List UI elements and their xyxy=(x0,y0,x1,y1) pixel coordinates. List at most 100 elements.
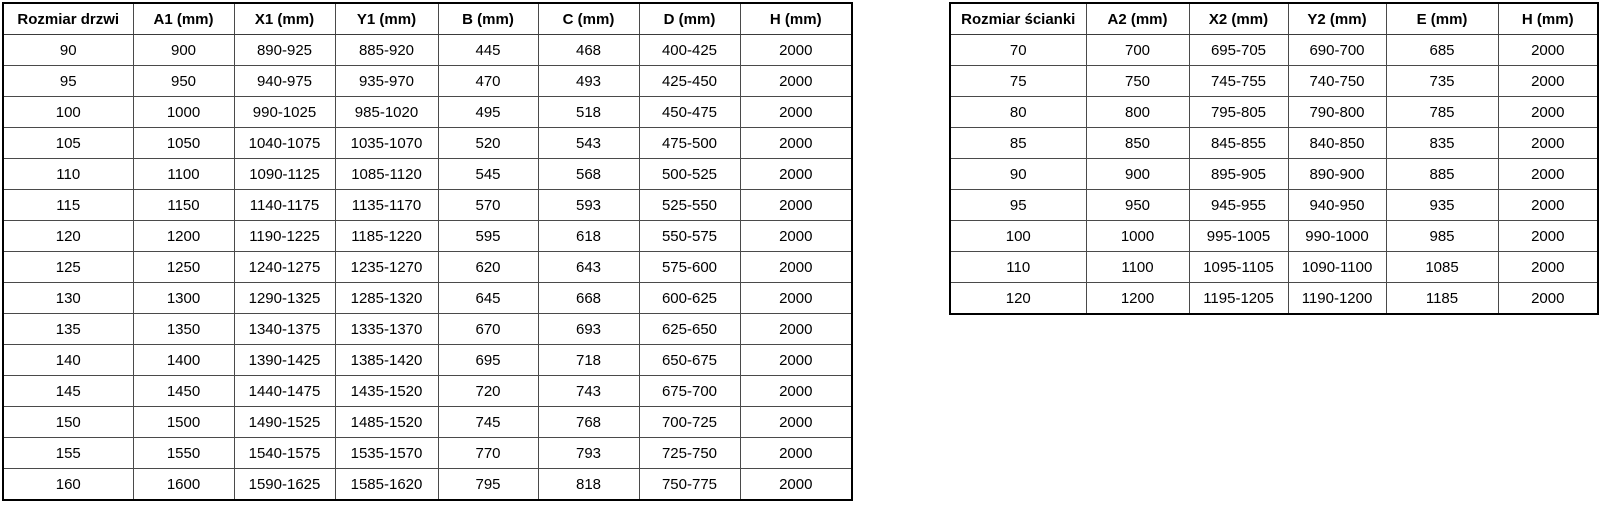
cell: 125 xyxy=(2,251,134,283)
cell: 990-1000 xyxy=(1287,220,1387,252)
table-row: 155 1550 1540-1575 1535-1570 770 793 725-750 20… xyxy=(2,437,853,469)
cell: 793 xyxy=(537,437,640,469)
cell: 945-955 xyxy=(1188,189,1289,221)
cell: 70 xyxy=(949,34,1087,66)
cell: 120 xyxy=(949,282,1087,315)
cell: 1100 xyxy=(132,158,235,190)
header-row: Rozmiar drzwi A1 (mm) X1 (mm) Y1 (mm) B (mm)… xyxy=(2,2,853,35)
cell: 135 xyxy=(2,313,134,345)
cell: 743 xyxy=(537,375,640,407)
cell: 670 xyxy=(437,313,539,345)
cell: 750-775 xyxy=(638,468,741,501)
cell: 1050 xyxy=(132,127,235,159)
cell: 1400 xyxy=(132,344,235,376)
cell: 850 xyxy=(1085,127,1190,159)
table-row: 95 950 940-975 935-970 470 493 425-450 2000 xyxy=(2,65,853,97)
cell: 1490-1525 xyxy=(233,406,336,438)
cell: 1435-1520 xyxy=(334,375,439,407)
cell: 470 xyxy=(437,65,539,97)
table-row: 95 950 945-955 940-950 935 2000 xyxy=(949,189,1599,221)
cell: 2000 xyxy=(739,189,853,221)
column-header: H (mm) xyxy=(739,2,853,35)
cell: 155 xyxy=(2,437,134,469)
cell: 520 xyxy=(437,127,539,159)
table-row: 145 1450 1440-1475 1435-1520 720 743 675-700 20… xyxy=(2,375,853,407)
cell: 720 xyxy=(437,375,539,407)
cell: 718 xyxy=(537,344,640,376)
cell: 1185 xyxy=(1385,282,1499,315)
cell: 645 xyxy=(437,282,539,314)
cell: 620 xyxy=(437,251,539,283)
cell: 2000 xyxy=(739,406,853,438)
cell: 1290-1325 xyxy=(233,282,336,314)
cell: 695-705 xyxy=(1188,34,1289,66)
cell: 795 xyxy=(437,468,539,501)
cell: 1195-1205 xyxy=(1188,282,1289,315)
cell: 1190-1225 xyxy=(233,220,336,252)
cell: 885-920 xyxy=(334,34,439,66)
cell: 568 xyxy=(537,158,640,190)
cell: 2000 xyxy=(739,127,853,159)
cell: 570 xyxy=(437,189,539,221)
cell: 115 xyxy=(2,189,134,221)
cell: 1585-1620 xyxy=(334,468,439,501)
column-header: Rozmiar ścianki xyxy=(949,2,1087,35)
table-row: 110 1100 1090-1125 1085-1120 545 568 500-525 20… xyxy=(2,158,853,190)
cell: 150 xyxy=(2,406,134,438)
cell: 1135-1170 xyxy=(334,189,439,221)
cell: 795-805 xyxy=(1188,96,1289,128)
cell: 1200 xyxy=(132,220,235,252)
cell: 1450 xyxy=(132,375,235,407)
cell: 450-475 xyxy=(638,96,741,128)
cell: 650-675 xyxy=(638,344,741,376)
cell: 1150 xyxy=(132,189,235,221)
cell: 1090-1125 xyxy=(233,158,336,190)
cell: 140 xyxy=(2,344,134,376)
cell: 1485-1520 xyxy=(334,406,439,438)
column-header: Y2 (mm) xyxy=(1287,2,1387,35)
cell: 2000 xyxy=(1497,96,1599,128)
column-header: H (mm) xyxy=(1497,2,1599,35)
cell: 885 xyxy=(1385,158,1499,190)
cell: 1000 xyxy=(1085,220,1190,252)
cell: 1350 xyxy=(132,313,235,345)
cell: 950 xyxy=(1085,189,1190,221)
cell: 668 xyxy=(537,282,640,314)
cell: 1285-1320 xyxy=(334,282,439,314)
table-row: 120 1200 1190-1225 1185-1220 595 618 550-575 20… xyxy=(2,220,853,252)
cell: 835 xyxy=(1385,127,1499,159)
cell: 1085-1120 xyxy=(334,158,439,190)
cell: 1035-1070 xyxy=(334,127,439,159)
cell: 750 xyxy=(1085,65,1190,97)
cell: 105 xyxy=(2,127,134,159)
cell: 1090-1100 xyxy=(1287,251,1387,283)
table-row: 120 1200 1195-1205 1190-1200 1185 2000 xyxy=(949,282,1599,315)
cell: 400-425 xyxy=(638,34,741,66)
cell: 85 xyxy=(949,127,1087,159)
cell: 725-750 xyxy=(638,437,741,469)
cell: 625-650 xyxy=(638,313,741,345)
cell: 2000 xyxy=(739,96,853,128)
cell: 1235-1270 xyxy=(334,251,439,283)
column-header: C (mm) xyxy=(537,2,640,35)
cell: 700 xyxy=(1085,34,1190,66)
cell: 693 xyxy=(537,313,640,345)
cell: 690-700 xyxy=(1287,34,1387,66)
cell: 2000 xyxy=(739,34,853,66)
cell: 785 xyxy=(1385,96,1499,128)
header-row: Rozmiar ścianki A2 (mm) X2 (mm) Y2 (mm) E (m… xyxy=(949,2,1599,35)
cell: 1440-1475 xyxy=(233,375,336,407)
cell: 1190-1200 xyxy=(1287,282,1387,315)
cell: 900 xyxy=(132,34,235,66)
cell: 80 xyxy=(949,96,1087,128)
cell: 525-550 xyxy=(638,189,741,221)
cell: 900 xyxy=(1085,158,1190,190)
table-row: 75 750 745-755 740-750 735 2000 xyxy=(949,65,1599,97)
cell: 500-525 xyxy=(638,158,741,190)
cell: 1095-1105 xyxy=(1188,251,1289,283)
cell: 790-800 xyxy=(1287,96,1387,128)
cell: 475-500 xyxy=(638,127,741,159)
cell: 700-725 xyxy=(638,406,741,438)
cell: 1140-1175 xyxy=(233,189,336,221)
